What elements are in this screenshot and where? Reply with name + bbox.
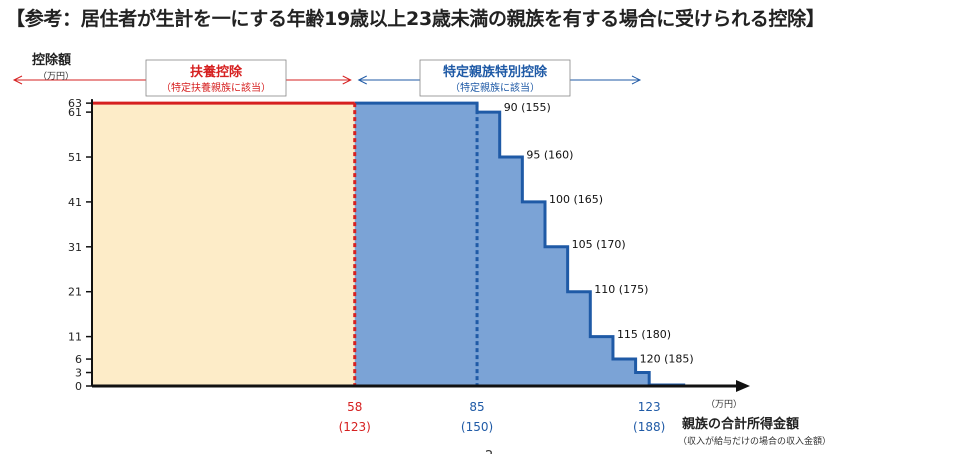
x-axis-label: 親族の合計所得金額 (682, 416, 799, 432)
y-axis-unit: （万円） (38, 71, 74, 82)
x-mark-label: 85 (469, 400, 484, 414)
page-number: 2 (485, 449, 493, 454)
axes-layer (86, 99, 750, 392)
step-label: 110 (175) (594, 283, 648, 296)
x-mark-sublabel: (188) (633, 420, 665, 434)
y-tick-label: 51 (68, 151, 82, 164)
step-line (354, 101, 651, 386)
y-tick-label: 63 (68, 97, 82, 110)
tokutei-region-box (419, 59, 571, 97)
x-mark-sublabel: (150) (461, 420, 493, 434)
fill-layer (92, 103, 650, 386)
arrow-right-icon (631, 75, 642, 85)
arrow-left-icon (357, 75, 367, 85)
y-tick-label: 61 (68, 106, 82, 119)
y-tick-label: 41 (68, 196, 82, 209)
step-label: 115 (180) (617, 328, 671, 341)
step-label: 90 (155) (504, 101, 551, 114)
tokutei-region (354, 103, 650, 386)
tokutei-region-label: 特定親族特別控除 (443, 64, 548, 80)
x-axis-unit: （万円） (706, 399, 742, 410)
fuyo-region-box (145, 59, 287, 97)
y-tick-label: 3 (75, 367, 82, 380)
y-tick-label: 21 (68, 286, 82, 299)
x-axis-note: （収入が給与だけの場合の収入金額） (678, 435, 831, 447)
y-axis-label: 控除額 (32, 52, 71, 68)
arrow-right-icon (342, 75, 352, 85)
arrow-left-icon (12, 75, 23, 85)
y-tick-label: 11 (68, 331, 82, 344)
step-label: 120 (185) (640, 353, 694, 366)
page-title: 【参考：居住者が生計を一にする年齢19歳以上23歳未満の親族を有する場合に受けら… (6, 8, 825, 30)
fuyo-region-label: 扶養控除 (190, 64, 243, 80)
x-mark-label: 123 (638, 400, 661, 414)
y-tick-label: 0 (75, 380, 82, 393)
y-tick-label: 31 (68, 241, 82, 254)
step-label: 100 (165) (549, 193, 603, 206)
x-mark-label: 58 (347, 400, 362, 414)
x-mark-sublabel: (123) (339, 420, 371, 434)
x-axis-arrow-icon (736, 380, 750, 392)
step-label: 105 (170) (572, 238, 626, 251)
fuyo-region-sublabel: （特定扶養親族に該当） (161, 81, 271, 94)
step-label: 95 (160) (526, 148, 573, 161)
tokutei-region-sublabel: （特定親族に該当） (450, 81, 540, 94)
fuyo-region (92, 103, 355, 386)
y-tick-label: 6 (75, 353, 82, 366)
